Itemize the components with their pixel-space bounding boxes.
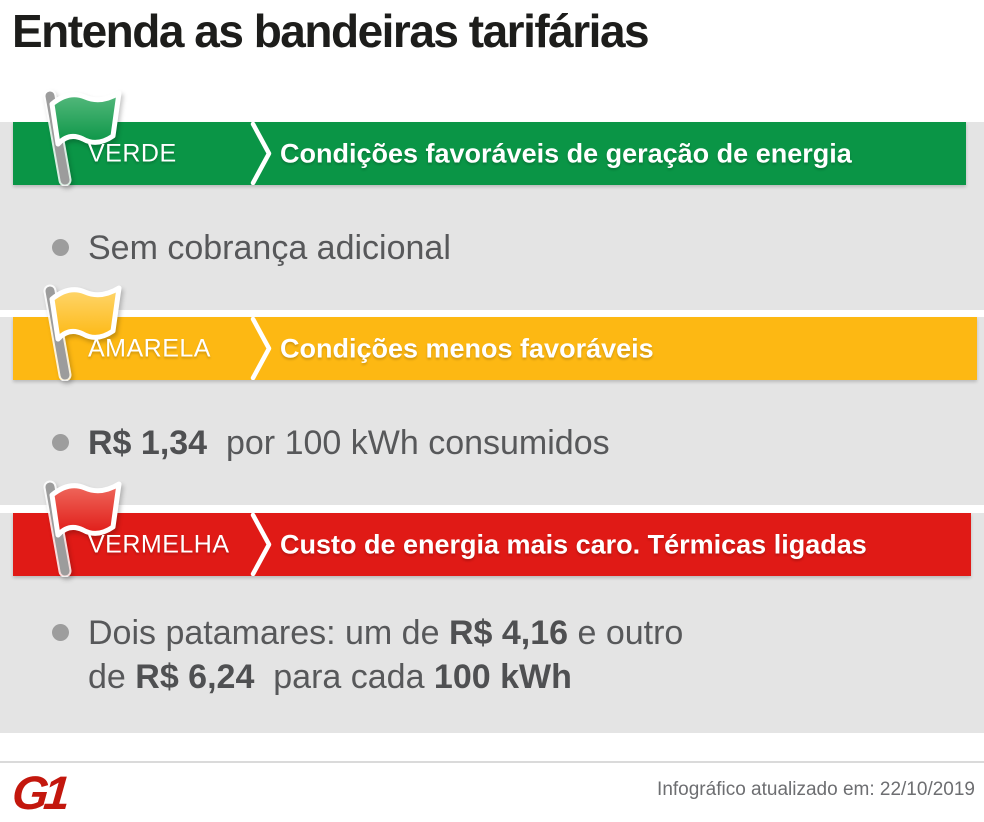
section-verde: VERDE Condições favoráveis de geração de … [0, 89, 984, 310]
flag-icon-verde [43, 89, 122, 186]
bullet-text: Dois patamares: um de R$ 4,16 e outro de … [88, 613, 684, 696]
chevron-right-icon [250, 122, 272, 185]
banner-description: Custo de energia mais caro. Térmicas lig… [280, 529, 867, 559]
flag-icon-amarela [43, 284, 122, 381]
banner-vermelha: VERMELHA Custo de energia mais caro. Térm… [13, 480, 971, 577]
section-amarela: AMARELA Condições menos favoráveis R$ 1,34… [0, 284, 984, 505]
bullet-dot-icon [52, 433, 69, 451]
section-details: Sem cobrança adicional [0, 185, 984, 310]
bullet-item: Dois patamares: um de R$ 4,16 e outro de … [0, 611, 683, 699]
section-details: R$ 1,34 por 100 kWh consumidos [0, 380, 984, 505]
section-details: Dois patamares: um de R$ 4,16 e outro de … [0, 576, 984, 733]
g1-logo: G1 [10, 766, 68, 819]
footer-divider [0, 761, 984, 763]
chevron-right-icon [250, 513, 272, 576]
banner-description: Condições favoráveis de geração de energ… [280, 138, 852, 168]
bullet-item: R$ 1,34 por 100 kWh consumidos [0, 421, 610, 465]
chevron-right-icon [250, 317, 272, 380]
bullet-text: Sem cobrança adicional [88, 228, 451, 267]
footer-updated-note: Infográfico atualizado em: 22/10/2019 [657, 779, 975, 800]
section-vermelha: VERMELHA Custo de energia mais caro. Térm… [0, 480, 984, 733]
banner-description: Condições menos favoráveis [280, 333, 654, 363]
bullet-dot-icon [52, 238, 69, 256]
banner-label: AMARELA [88, 334, 211, 362]
banner-label: VERMELHA [88, 530, 230, 558]
banner-amarela: AMARELA Condições menos favoráveis [13, 284, 977, 381]
page-title: Entenda as bandeiras tarifárias [12, 5, 650, 57]
sections-container: VERDE Condições favoráveis de geração de … [0, 89, 984, 733]
bullet-item: Sem cobrança adicional [0, 226, 451, 270]
banner-label: VERDE [88, 139, 177, 167]
footer: G1 Infográfico atualizado em: 22/10/2019 [0, 763, 984, 822]
banner-verde: VERDE Condições favoráveis de geração de … [13, 89, 966, 186]
bullet-dot-icon [52, 623, 69, 641]
flag-icon-vermelha [43, 480, 122, 577]
bullet-text: R$ 1,34 por 100 kWh consumidos [88, 423, 610, 462]
